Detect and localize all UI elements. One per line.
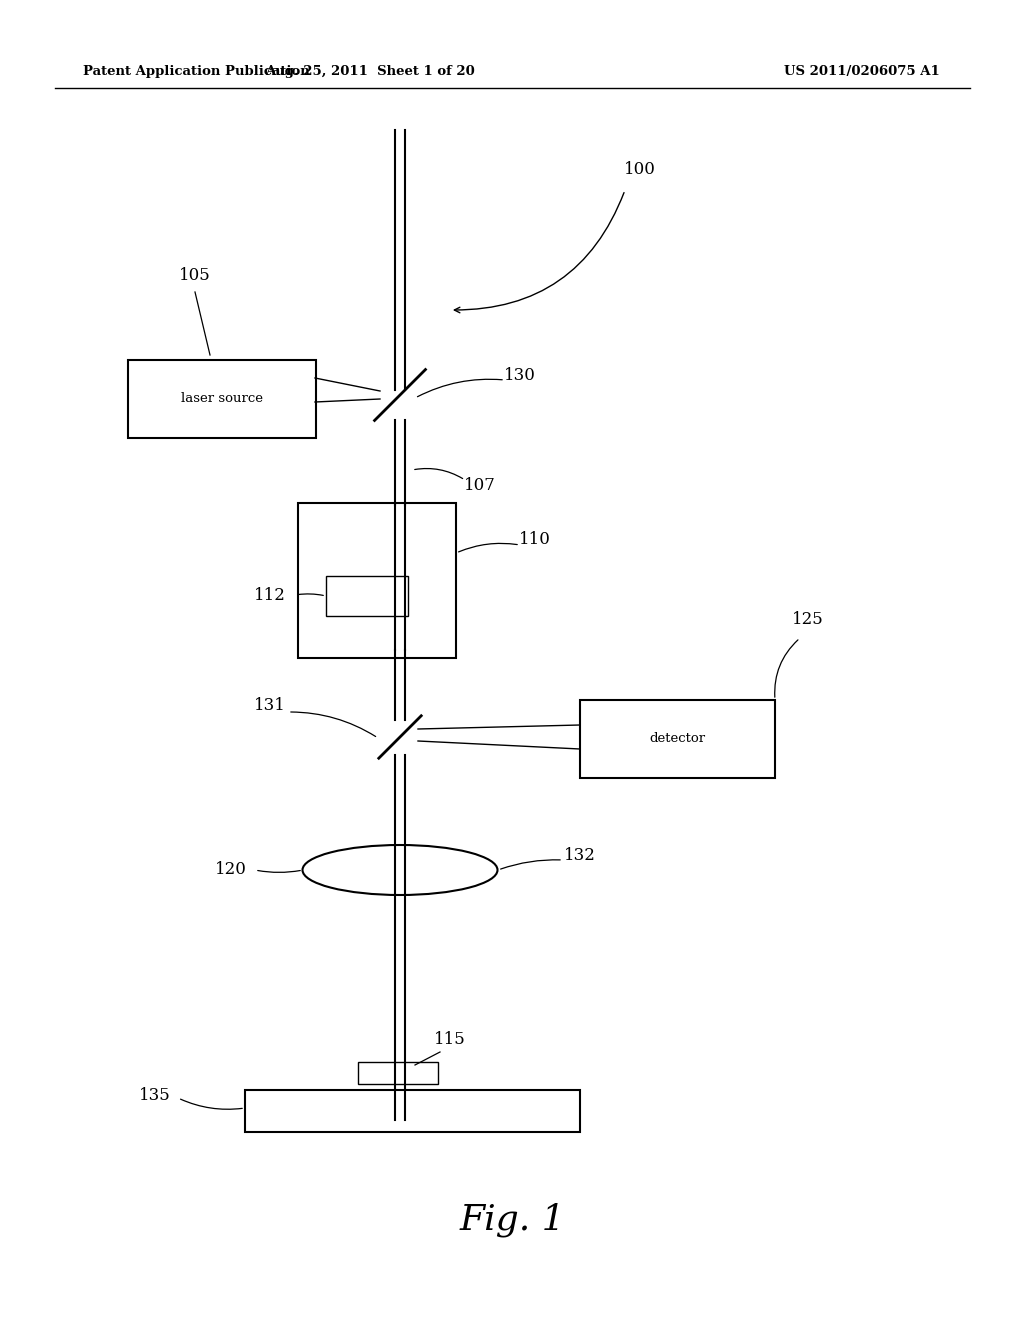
Text: detector: detector	[649, 731, 706, 744]
Text: US 2011/0206075 A1: US 2011/0206075 A1	[784, 66, 940, 78]
Text: Patent Application Publication: Patent Application Publication	[83, 66, 309, 78]
Text: 105: 105	[179, 267, 211, 284]
Text: 107: 107	[464, 477, 496, 494]
Text: 112: 112	[254, 586, 286, 603]
Text: 110: 110	[519, 532, 551, 549]
Text: 115: 115	[434, 1031, 466, 1048]
Text: 130: 130	[504, 367, 536, 384]
Text: 131: 131	[254, 697, 286, 714]
Bar	[128, 360, 316, 438]
Text: 125: 125	[793, 611, 824, 628]
Text: Aug. 25, 2011  Sheet 1 of 20: Aug. 25, 2011 Sheet 1 of 20	[265, 66, 475, 78]
Text: 100: 100	[624, 161, 656, 178]
Text: 135: 135	[139, 1086, 171, 1104]
Text: 120: 120	[215, 862, 247, 879]
Bar	[298, 503, 456, 657]
Bar	[245, 1090, 580, 1133]
Text: 132: 132	[564, 846, 596, 863]
Bar	[580, 700, 775, 777]
Text: Fig. 1: Fig. 1	[459, 1203, 565, 1237]
Bar	[358, 1063, 438, 1084]
Text: laser source: laser source	[181, 392, 263, 404]
Bar	[326, 576, 408, 616]
